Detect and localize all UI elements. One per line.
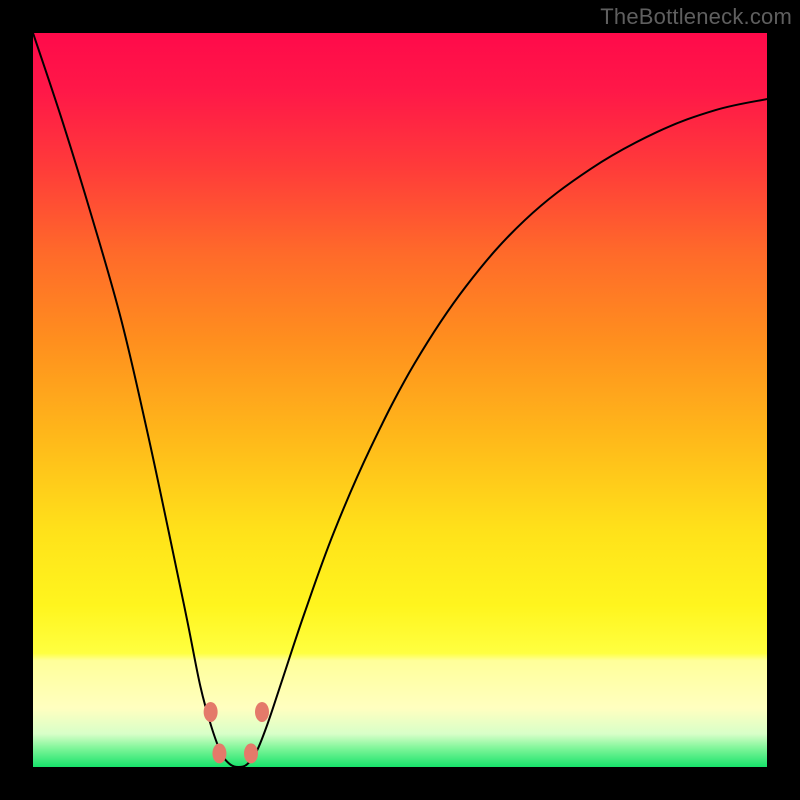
plot-svg <box>33 33 767 767</box>
bottom-marker <box>204 702 218 722</box>
watermark-text: TheBottleneck.com <box>600 4 792 30</box>
gradient-background <box>33 33 767 767</box>
plot-area <box>33 33 767 767</box>
chart-root: TheBottleneck.com <box>0 0 800 800</box>
bottom-marker <box>212 743 226 763</box>
bottom-marker <box>244 743 258 763</box>
bottom-marker <box>255 702 269 722</box>
